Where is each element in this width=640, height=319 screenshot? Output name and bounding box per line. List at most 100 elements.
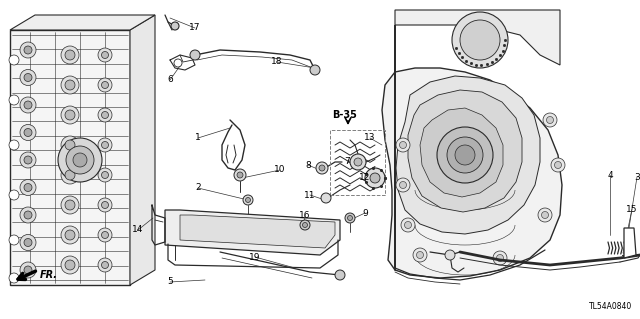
Circle shape (316, 162, 328, 174)
Circle shape (61, 196, 79, 214)
Circle shape (303, 222, 307, 227)
Circle shape (61, 136, 79, 154)
Circle shape (61, 76, 79, 94)
Polygon shape (382, 25, 562, 278)
Text: 6: 6 (167, 76, 173, 85)
Circle shape (365, 168, 385, 188)
Circle shape (61, 256, 79, 274)
Circle shape (335, 270, 345, 280)
Text: B-35: B-35 (333, 110, 357, 120)
Text: 8: 8 (305, 160, 311, 169)
Text: 4: 4 (607, 170, 613, 180)
Circle shape (58, 138, 102, 182)
Text: 11: 11 (304, 190, 316, 199)
Circle shape (399, 182, 406, 189)
Polygon shape (420, 108, 503, 197)
Circle shape (61, 46, 79, 64)
Circle shape (460, 20, 500, 60)
Text: 16: 16 (300, 211, 311, 219)
Text: 13: 13 (364, 133, 376, 143)
Circle shape (102, 172, 109, 179)
Circle shape (102, 142, 109, 149)
Circle shape (243, 195, 253, 205)
Circle shape (350, 154, 366, 170)
Polygon shape (10, 15, 155, 30)
Circle shape (102, 202, 109, 209)
Circle shape (20, 234, 36, 250)
Circle shape (447, 137, 483, 173)
Circle shape (102, 51, 109, 58)
Circle shape (9, 140, 19, 150)
Text: 14: 14 (132, 226, 144, 234)
Polygon shape (10, 30, 130, 285)
Circle shape (20, 152, 36, 168)
Circle shape (396, 138, 410, 152)
Circle shape (9, 235, 19, 245)
Circle shape (9, 95, 19, 105)
Text: 3: 3 (634, 173, 640, 182)
Circle shape (98, 138, 112, 152)
Text: 17: 17 (189, 24, 201, 33)
Circle shape (345, 213, 355, 223)
Circle shape (396, 178, 410, 192)
Circle shape (98, 228, 112, 242)
Text: 10: 10 (275, 166, 285, 174)
Circle shape (20, 70, 36, 85)
Circle shape (65, 140, 75, 150)
Circle shape (98, 108, 112, 122)
Circle shape (65, 50, 75, 60)
Circle shape (102, 112, 109, 118)
Circle shape (61, 106, 79, 124)
Circle shape (497, 255, 504, 262)
Text: 1: 1 (195, 133, 201, 143)
Circle shape (24, 266, 32, 274)
Circle shape (190, 50, 200, 60)
Circle shape (24, 46, 32, 54)
Circle shape (61, 226, 79, 244)
Circle shape (354, 158, 362, 166)
Circle shape (65, 230, 75, 240)
Circle shape (65, 80, 75, 90)
Circle shape (171, 22, 179, 30)
Circle shape (417, 251, 424, 258)
Circle shape (102, 262, 109, 269)
Circle shape (541, 211, 548, 219)
Text: TL54A0840: TL54A0840 (589, 302, 632, 311)
Circle shape (65, 260, 75, 270)
Polygon shape (396, 76, 540, 234)
Circle shape (493, 251, 507, 265)
Polygon shape (624, 228, 636, 258)
Circle shape (98, 48, 112, 62)
Text: 9: 9 (362, 209, 368, 218)
Circle shape (174, 59, 182, 67)
Circle shape (300, 220, 310, 230)
Circle shape (98, 168, 112, 182)
Polygon shape (130, 15, 155, 285)
Text: 12: 12 (359, 174, 371, 182)
Circle shape (404, 221, 412, 228)
Circle shape (538, 208, 552, 222)
Polygon shape (180, 215, 335, 248)
Circle shape (452, 12, 508, 68)
Circle shape (65, 200, 75, 210)
Circle shape (20, 97, 36, 113)
Circle shape (321, 193, 331, 203)
Circle shape (237, 172, 243, 178)
Circle shape (348, 216, 353, 220)
Polygon shape (165, 210, 340, 255)
Circle shape (98, 258, 112, 272)
Circle shape (24, 156, 32, 164)
Circle shape (65, 110, 75, 120)
Circle shape (310, 65, 320, 75)
Circle shape (234, 169, 246, 181)
Circle shape (24, 73, 32, 81)
Circle shape (547, 116, 554, 123)
Circle shape (20, 180, 36, 196)
Circle shape (20, 42, 36, 58)
Circle shape (24, 239, 32, 247)
Text: 15: 15 (627, 204, 637, 213)
Circle shape (24, 211, 32, 219)
Circle shape (65, 170, 75, 180)
Circle shape (551, 158, 565, 172)
Circle shape (98, 78, 112, 92)
